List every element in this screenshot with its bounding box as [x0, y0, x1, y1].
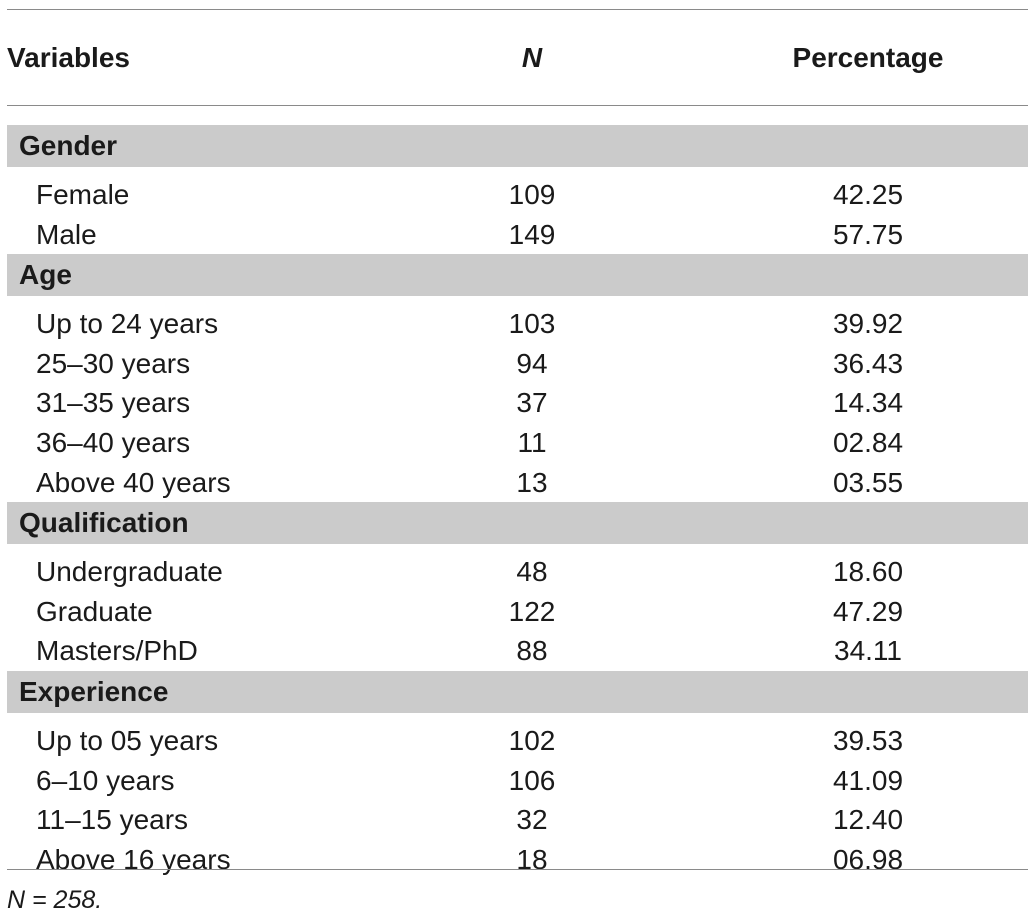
row-label: 31–35 years: [36, 387, 191, 419]
row-label: 25–30 years: [36, 347, 191, 379]
row-n-value: 122: [508, 595, 556, 627]
row-label: Up to 24 years: [36, 308, 219, 340]
row-percentage-value: 47.29: [832, 595, 904, 627]
row-percentage-value: 42.25: [832, 179, 904, 210]
table-row: 36–40 years 11 02.84: [7, 423, 1028, 463]
table-row: 11–15 years 32 12.40: [7, 800, 1028, 840]
table-row: Masters/PhD 88 34.11: [7, 631, 1028, 671]
table-row: Female 109 42.25: [7, 175, 1028, 215]
row-percentage-value: 39.53: [832, 724, 904, 756]
row-n-value: 48: [516, 556, 548, 588]
table-row: Undergraduate 48 18.60: [7, 552, 1028, 592]
row-percentage-value: 57.75: [832, 218, 904, 250]
row-n-value: 32: [516, 804, 548, 836]
row-label: Graduate: [36, 595, 153, 627]
table-row: Up to 05 years 102 39.53: [7, 721, 1028, 761]
table-top-rule: [7, 9, 1028, 10]
row-n-value: 88: [516, 635, 548, 667]
table-footnote: N = 258.: [7, 886, 103, 914]
row-label: 6–10 years: [36, 764, 175, 796]
row-n-value: 149: [508, 218, 556, 250]
row-n-value: 11: [517, 426, 547, 458]
table-header-row: Variables N Percentage: [0, 36, 1035, 80]
row-percentage-value: 14.34: [832, 387, 904, 419]
row-percentage-value: 06.98: [832, 843, 904, 875]
table-row: 31–35 years 37 14.34: [7, 383, 1028, 423]
row-percentage-value: 41.09: [832, 764, 904, 796]
table-row: Above 16 years 18 06.98: [7, 840, 1028, 880]
header-percentage: Percentage: [792, 42, 944, 73]
table-row: Above 40 years 13 03.55: [7, 463, 1028, 503]
table-body: Gender Female 109 42.25 Male 149 57.75 Age Up to…: [7, 125, 1028, 879]
row-n-value: 13: [516, 466, 548, 498]
row-label: Male: [36, 218, 97, 250]
row-percentage-value: 39.92: [832, 308, 904, 340]
row-n-value: 94: [516, 347, 548, 379]
row-n-value: 102: [508, 724, 556, 756]
table-bottom-rule: [7, 869, 1028, 870]
row-label: Female: [36, 179, 130, 210]
table-header-rule: [7, 105, 1028, 106]
row-percentage-value: 02.84: [832, 426, 904, 458]
row-percentage-value: 12.40: [832, 804, 904, 836]
group-header: Qualification: [7, 502, 1028, 545]
table-row: 25–30 years 94 36.43: [7, 344, 1028, 384]
row-label: 11–15 years: [36, 804, 189, 836]
row-label: 36–40 years: [36, 426, 191, 458]
table-row: Up to 24 years 103 39.92: [7, 304, 1028, 344]
row-n-value: 103: [508, 308, 556, 340]
row-label: Up to 05 years: [36, 724, 219, 756]
row-n-value: 18: [516, 843, 548, 875]
row-n-value: 37: [516, 387, 548, 419]
row-percentage-value: 18.60: [832, 556, 904, 588]
header-n: N: [521, 42, 543, 73]
table-row: Graduate 122 47.29: [7, 592, 1028, 632]
row-label: Masters/PhD: [36, 635, 198, 667]
row-percentage-value: 03.55: [832, 466, 904, 498]
row-percentage-value: 34.11: [834, 635, 902, 667]
row-n-value: 109: [508, 179, 556, 210]
group-header: Gender: [7, 125, 1028, 167]
group-header: Age: [7, 254, 1028, 297]
table-row: 6–10 years 106 41.09: [7, 761, 1028, 801]
row-label: Undergraduate: [36, 556, 223, 588]
header-variables: Variables: [7, 42, 130, 73]
row-label: Above 16 years: [36, 843, 231, 875]
group-header: Experience: [7, 670, 1028, 713]
row-label: Above 40 years: [36, 466, 231, 498]
row-n-value: 106: [508, 764, 556, 796]
row-percentage-value: 36.43: [832, 347, 904, 379]
table-row: Male 149 57.75: [7, 215, 1028, 255]
